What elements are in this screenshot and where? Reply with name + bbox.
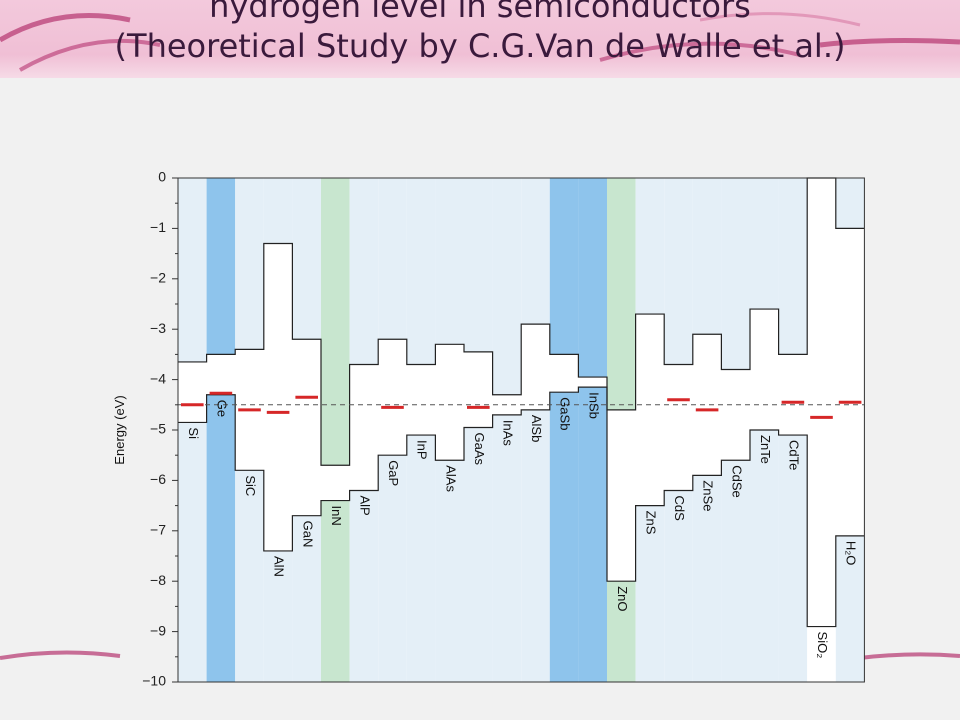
conduction-band-alsb <box>521 178 550 325</box>
material-label-znte: ZnTe <box>758 435 773 464</box>
conduction-band-inp <box>406 178 436 365</box>
conduction-band-sic <box>235 178 264 350</box>
slide-title: hydrogen level in semiconductors (Theore… <box>114 0 846 65</box>
material-label-sic: SiC <box>243 475 258 496</box>
material-label-cds: CdS <box>672 495 687 521</box>
band-alignment-chart: Si Ge SiC AlN GaN InN AlP GaP InP AlAs GaAs InAs AlS… <box>112 169 865 689</box>
material-label-znse: ZnSe <box>701 480 716 511</box>
conduction-band-inas <box>492 178 522 395</box>
valence-band-ho <box>835 535 865 682</box>
material-label-gaas: GaAs <box>472 432 487 465</box>
material-label-aln: AlN <box>272 556 287 577</box>
conduction-band-insb <box>578 178 607 378</box>
material-label-si: Si <box>186 427 201 439</box>
valence-band-gan <box>292 515 321 682</box>
material-label-inas: InAs <box>500 420 515 447</box>
valence-band-gaas <box>464 427 493 682</box>
material-label-zno: ZnO <box>615 586 630 611</box>
material-label-ge: Ge <box>214 400 229 417</box>
material-label-gasb: GaSb <box>558 397 573 430</box>
conduction-band-znse <box>692 178 722 335</box>
material-label-cdte: CdTe <box>786 440 801 470</box>
valence-band-insb <box>578 387 607 682</box>
material-label-zns: ZnS <box>643 511 658 535</box>
material-label-gap: GaP <box>386 460 401 486</box>
valence-band-edge-line <box>178 386 865 628</box>
y-tick-label: −5 <box>150 421 166 437</box>
valence-band-zno <box>607 581 636 682</box>
valence-band-ge <box>206 394 236 682</box>
conduction-band-gap <box>378 178 407 340</box>
valence-band-alsb <box>521 409 550 682</box>
material-label-alp: AlP <box>357 495 372 515</box>
y-tick-label: 0 <box>158 169 166 185</box>
bottom-swoosh <box>0 650 960 660</box>
material-label-alas: AlAs <box>443 465 458 492</box>
valence-band-znte <box>750 430 779 682</box>
valence-band-inn <box>321 500 350 682</box>
conduction-band-si <box>178 178 207 362</box>
material-label-ho: H₂O <box>844 541 859 566</box>
conduction-band-alp <box>349 178 379 365</box>
conduction-band-gaas <box>464 178 493 352</box>
conduction-band-aln <box>263 178 293 244</box>
conduction-band-inn <box>321 178 350 466</box>
conduction-band-cds <box>664 178 693 365</box>
conduction-band-zno <box>607 178 636 410</box>
valence-band-zns <box>635 505 665 682</box>
material-label-insb: InSb <box>586 392 601 419</box>
decorative-swoosh <box>0 12 960 72</box>
material-label-alsb: AlSb <box>529 415 544 442</box>
valence-band-inp <box>406 435 436 682</box>
conduction-band-znte <box>750 178 779 310</box>
y-tick-label: −1 <box>150 219 166 235</box>
conduction-band-alas <box>435 178 464 345</box>
y-tick-label: −9 <box>150 622 166 638</box>
valence-band-gap <box>378 455 407 682</box>
y-tick-label: −4 <box>150 370 166 386</box>
conduction-band-edge-line <box>178 177 865 466</box>
material-label-cdse: CdSe <box>729 465 744 498</box>
valence-band-gasb <box>549 392 579 682</box>
conduction-band-gan <box>292 178 321 340</box>
y-axis-label: Energy (eV) <box>112 395 127 464</box>
conduction-band-ho <box>835 178 865 229</box>
valence-band-si <box>178 422 207 682</box>
y-tick-label: −3 <box>150 320 166 336</box>
title-banner: hydrogen level in semiconductors (Theore… <box>0 0 960 78</box>
conduction-band-gasb <box>549 178 579 355</box>
conduction-band-zns <box>635 178 665 315</box>
y-tick-label: −7 <box>150 522 166 538</box>
y-tick-label: −10 <box>142 673 166 689</box>
material-label-sio: SiO₂ <box>815 632 830 659</box>
valence-band-sic <box>235 470 264 682</box>
conduction-band-ge <box>206 178 236 355</box>
valence-band-znse <box>692 475 722 682</box>
y-tick-label: −8 <box>150 572 166 588</box>
valence-band-alp <box>349 490 379 682</box>
valence-band-alas <box>435 460 464 682</box>
material-label-inp: InP <box>415 440 430 460</box>
y-tick-label: −6 <box>150 471 166 487</box>
valence-band-aln <box>263 550 293 682</box>
valence-band-sio <box>807 626 836 682</box>
conduction-band-cdse <box>721 178 750 370</box>
y-tick-label: −2 <box>150 270 166 286</box>
valence-band-cds <box>664 490 693 682</box>
valence-band-cdte <box>778 435 808 682</box>
valence-band-cdse <box>721 460 750 682</box>
material-label-gan: GaN <box>300 521 315 548</box>
valence-band-inas <box>492 414 522 682</box>
conduction-band-cdte <box>778 178 808 355</box>
material-label-inn: InN <box>329 506 344 526</box>
